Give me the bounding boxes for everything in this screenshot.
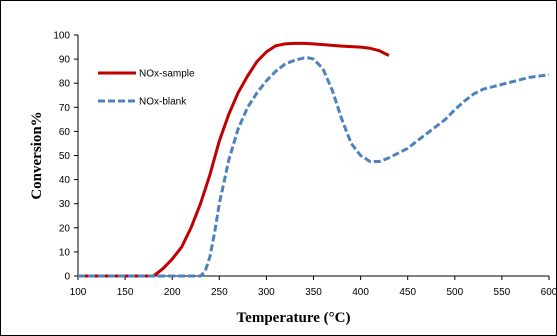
y-axis-title: Conversion% [29, 111, 45, 199]
y-tick-label: 50 [59, 151, 71, 162]
legend: NOx-sample NOx-blank [98, 69, 195, 108]
x-tick-label: 100 [70, 287, 87, 298]
x-tick-label: 600 [541, 287, 557, 298]
x-tick-label: 150 [117, 287, 134, 298]
y-tick-label: 60 [59, 127, 71, 138]
y-tick-label: 70 [59, 103, 71, 114]
series-line-nox-sample [78, 41, 390, 278]
y-tick-label: 0 [64, 272, 70, 283]
series-lines [78, 41, 550, 278]
y-tick-label: 100 [53, 31, 70, 42]
x-tick-label: 550 [494, 287, 511, 298]
y-tick-label: 10 [59, 247, 71, 258]
axes: 0 10 20 30 40 50 60 70 80 90 100 100 150 200 250 300 350… [53, 31, 557, 299]
x-axis-title: Temperature (°C) [237, 310, 351, 326]
y-tick-label: 90 [59, 55, 71, 66]
y-tick-label: 40 [59, 175, 71, 186]
y-tick-label: 20 [59, 223, 71, 234]
x-tick-label: 400 [352, 287, 369, 298]
x-tick-label: 300 [258, 287, 275, 298]
series-line-nox-blank [78, 56, 550, 278]
x-tick-label: 450 [399, 287, 416, 298]
x-tick-label: 500 [446, 287, 463, 298]
y-tick-label: 80 [59, 79, 71, 90]
legend-label-nox-sample: NOx-sample [139, 69, 195, 80]
x-tick-label: 200 [164, 287, 181, 298]
x-tick-label: 350 [305, 287, 322, 298]
y-tick-label: 30 [59, 199, 71, 210]
legend-label-nox-blank: NOx-blank [139, 97, 187, 108]
x-tick-label: 250 [211, 287, 228, 298]
